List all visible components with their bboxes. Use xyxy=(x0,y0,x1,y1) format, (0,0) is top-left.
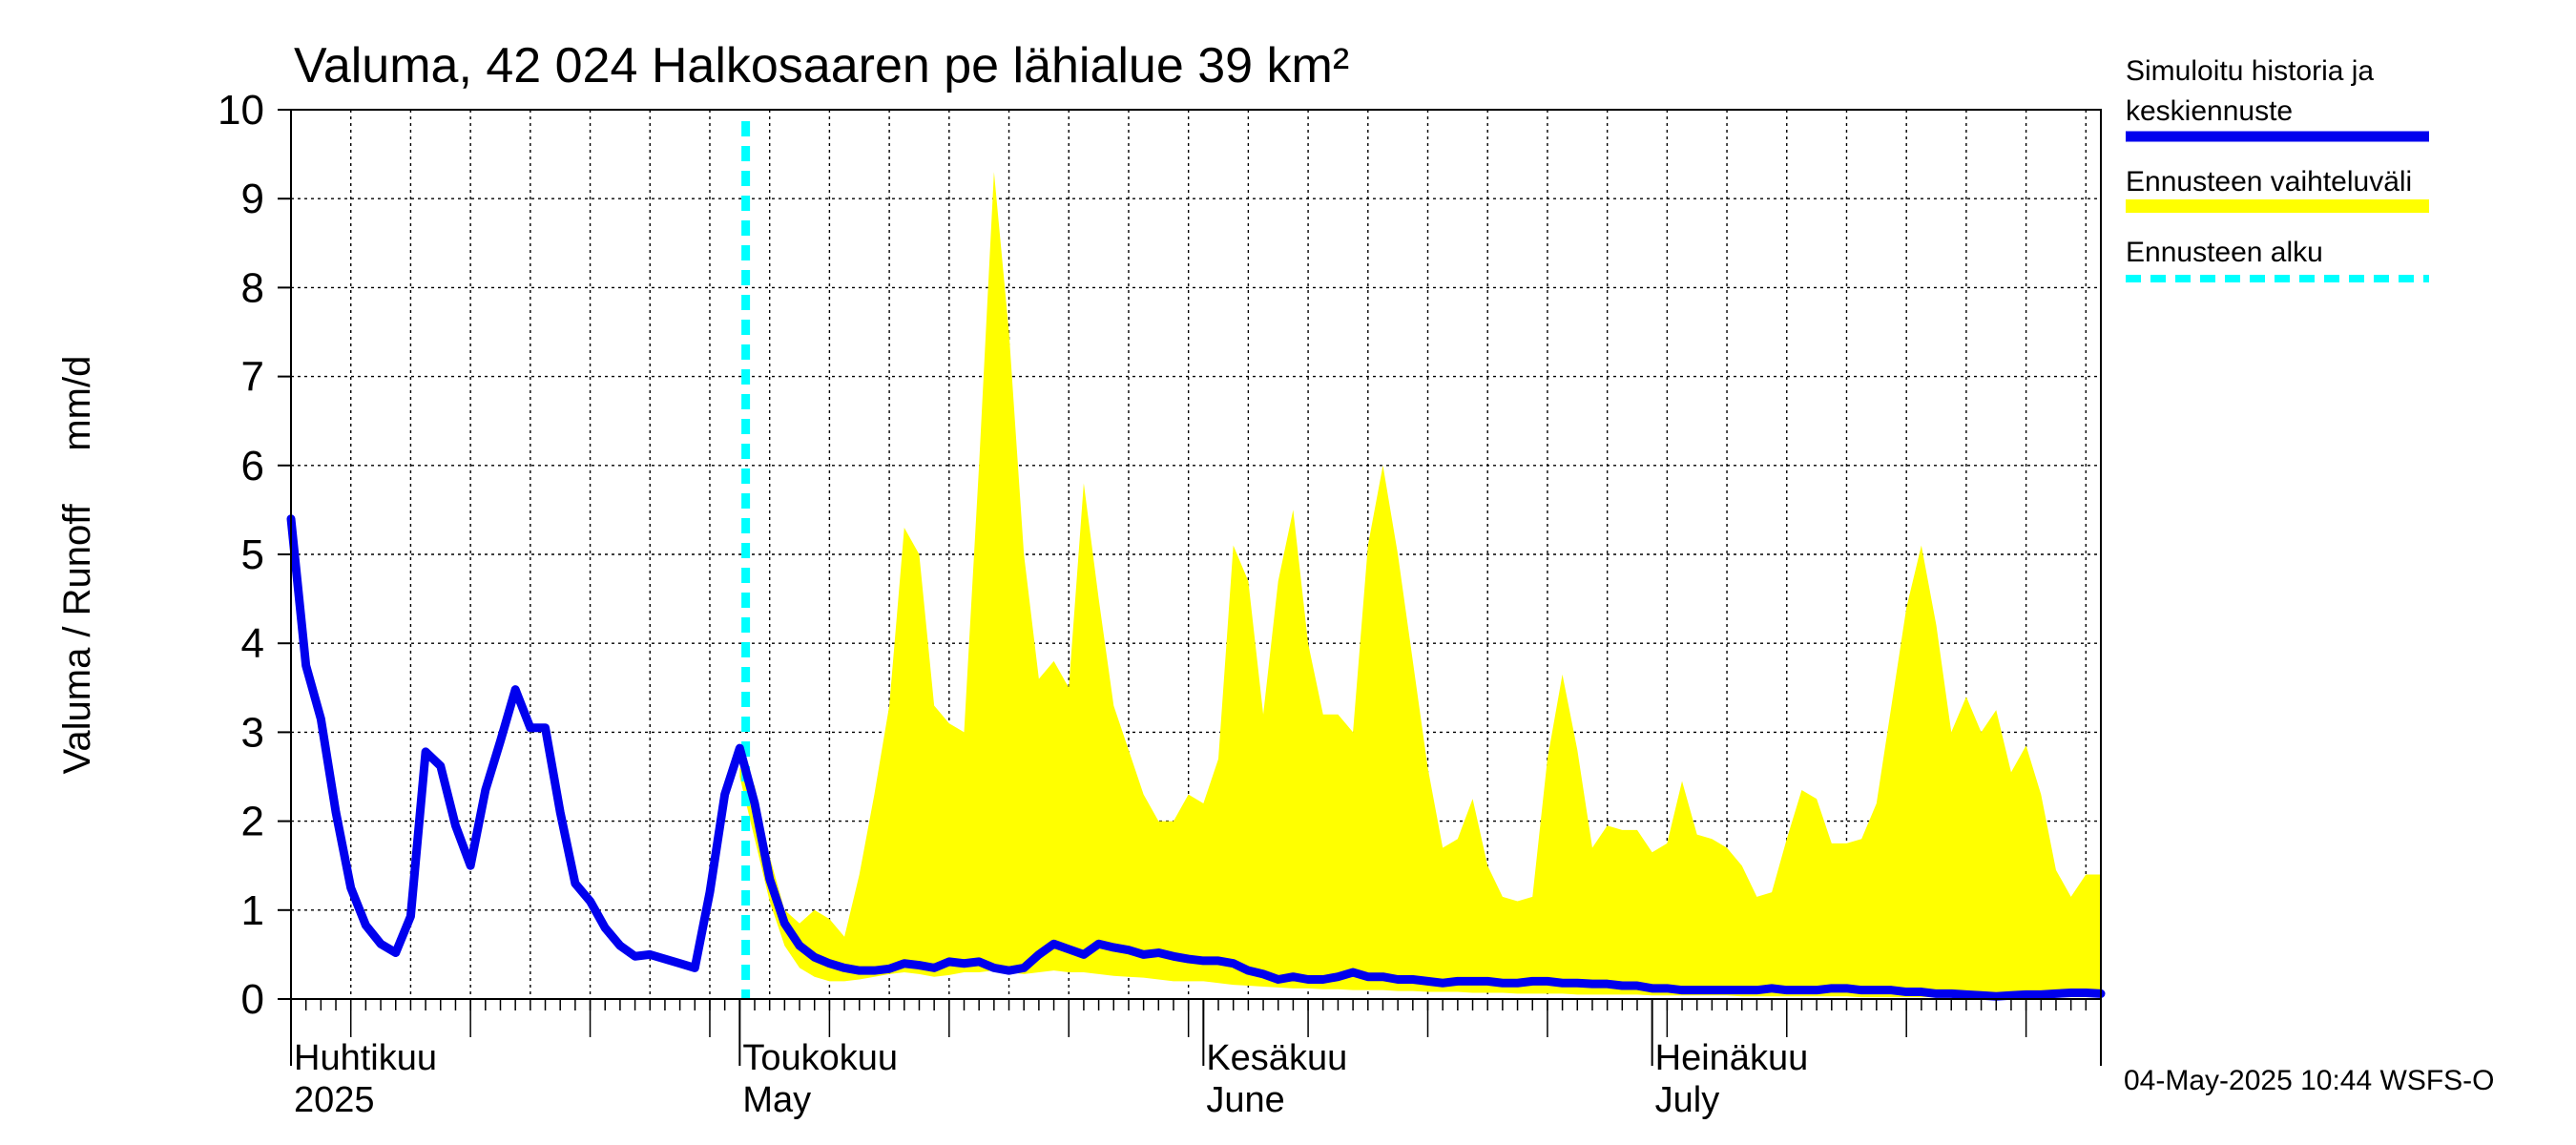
forecast-range-area xyxy=(739,172,2101,998)
timestamp-footer: 04-May-2025 10:44 WSFS-O xyxy=(2124,1065,2495,1096)
x-month-label: Toukokuu xyxy=(742,1038,898,1078)
y-tick-label: 7 xyxy=(241,354,264,401)
chart-title: Valuma, 42 024 Halkosaaren pe lähialue 3… xyxy=(294,38,1349,94)
x-month-sublabel: June xyxy=(1206,1080,1284,1120)
x-month-label: Huhtikuu xyxy=(294,1038,437,1078)
y-tick-label: 4 xyxy=(241,620,264,667)
y-tick-label: 3 xyxy=(241,709,264,756)
x-month-sublabel: 2025 xyxy=(294,1080,375,1120)
y-tick-label: 10 xyxy=(218,87,264,134)
y-axis-ticks: 0 1 2 3 4 5 6 7 8 9 10 xyxy=(218,87,291,1023)
y-tick-label: 9 xyxy=(241,176,264,222)
legend-forecast-start-label: Ennusteen alku xyxy=(2126,237,2323,268)
grid xyxy=(291,110,2101,999)
legend-history-label-line2: keskiennuste xyxy=(2126,95,2293,127)
legend-range-label: Ennusteen vaihteluväli xyxy=(2126,166,2412,198)
x-month-sublabel: July xyxy=(1655,1080,1720,1120)
y-tick-label: 2 xyxy=(241,799,264,845)
y-tick-label: 8 xyxy=(241,264,264,311)
y-axis-label: Valuma / Runoff mm/d xyxy=(56,356,98,775)
legend: Simuloitu historia ja keskiennuste Ennus… xyxy=(2126,55,2429,282)
y-tick-label: 0 xyxy=(241,976,264,1023)
x-month-label: Heinäkuu xyxy=(1655,1038,1809,1078)
history-line xyxy=(286,514,2106,1001)
x-month-sublabel: May xyxy=(742,1080,811,1120)
y-tick-label: 1 xyxy=(241,887,264,934)
forecast-range-area-group xyxy=(739,172,2101,998)
legend-history-label-line1: Simuloitu historia ja xyxy=(2126,55,2374,87)
y-tick-label: 5 xyxy=(241,531,264,578)
y-tick-label: 6 xyxy=(241,443,264,489)
history-line-group xyxy=(286,121,2106,1001)
x-month-label: Kesäkuu xyxy=(1206,1038,1347,1078)
